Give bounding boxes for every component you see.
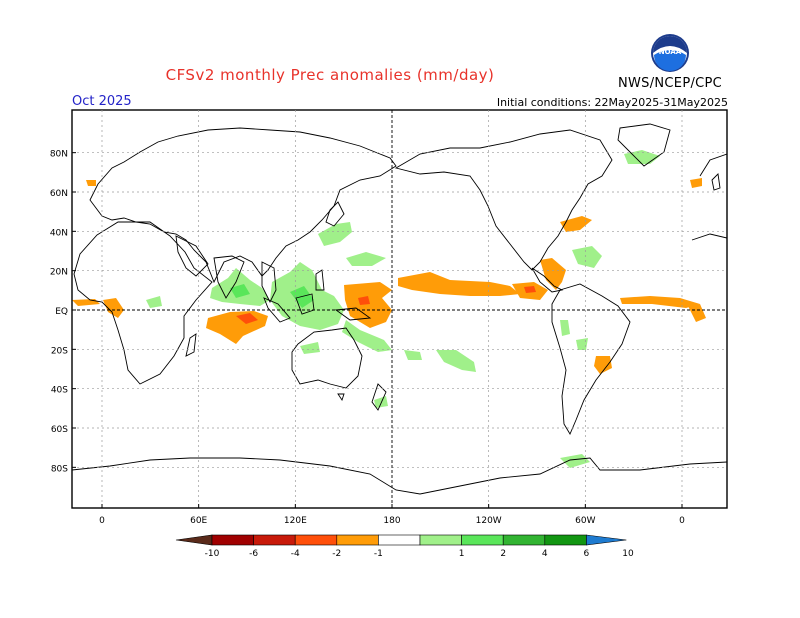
coast-eurasia: [89, 127, 397, 284]
coastlines: [72, 123, 727, 495]
coast-africa: [73, 221, 213, 385]
coast-greenland: [617, 123, 671, 167]
noaa-logo-icon: NOAA: [651, 34, 689, 72]
anomaly-areas: [72, 150, 706, 468]
legend-swatch: [175, 534, 213, 546]
anomaly-wet-south-america: [560, 320, 570, 336]
lon-label: 180: [383, 516, 400, 526]
lon-label: 120E: [284, 516, 307, 526]
anomaly-wet-australia-north: [342, 320, 392, 352]
gridlines: [72, 110, 727, 508]
anomaly-wet-pacific-south: [436, 350, 476, 372]
anomaly-wet-indian-south-2: [374, 396, 388, 408]
lon-label: 120W: [476, 516, 502, 526]
legend-label: 4: [542, 549, 548, 559]
latitude-labels: 80N 60N 40N 20N EQ 20S 40S 60S 80S: [50, 150, 76, 474]
legend-swatch: [253, 534, 296, 546]
lat-label: 80N: [50, 150, 68, 160]
anomaly-dry-west-africa: [103, 298, 124, 318]
coast-europe-east: [699, 153, 727, 177]
coast-north-america: [394, 129, 613, 271]
lat-label: 20N: [50, 268, 68, 278]
anomaly-wet-indian-core: [230, 284, 250, 298]
anomaly-wet-indian-south: [300, 342, 320, 354]
coast-arabia: [175, 235, 209, 277]
legend-swatch: [211, 534, 254, 546]
anomaly-wet-southern-ocean: [560, 454, 590, 468]
anomaly-dry-atlantic-north: [690, 178, 702, 188]
coast-philippines: [315, 269, 325, 291]
lat-label: 20S: [51, 346, 68, 356]
legend-swatch: [378, 534, 421, 546]
anomaly-dry-caribbean: [540, 258, 566, 290]
anomaly-dry-indian-core: [236, 313, 258, 324]
coast-antarctica: [72, 457, 727, 495]
lon-label: 60E: [190, 516, 207, 526]
lat-label: 60N: [50, 189, 68, 199]
legend-swatch: [419, 534, 462, 546]
legend-label: 6: [584, 549, 590, 559]
legend-swatch: [502, 534, 546, 546]
coast-india: [213, 255, 245, 299]
lat-label: 60S: [51, 425, 68, 435]
legend-label: -1: [374, 549, 383, 559]
map-frame: [71, 109, 728, 509]
lat-label: EQ: [55, 307, 68, 317]
anomaly-wet-atlantic-trop: [572, 246, 602, 268]
coast-japan: [325, 201, 345, 227]
valid-month-label: Oct 2025: [72, 94, 132, 109]
coast-new-guinea: [334, 307, 372, 321]
coast-se-asia: [261, 261, 277, 304]
anomaly-dry-africa-west: [688, 304, 706, 322]
coast-uk: [711, 173, 721, 191]
anomaly-wet-atlantic-west: [624, 150, 660, 164]
anomaly-dry-pacific-east-core: [524, 286, 536, 293]
coast-central-america: [531, 267, 564, 293]
anomaly-dry-south-america: [594, 356, 612, 374]
lon-label: 0: [99, 516, 105, 526]
coast-sumatra: [263, 297, 291, 323]
anomaly-dry-asia-north: [86, 180, 96, 186]
anomaly-wet-pacific-sw: [404, 350, 422, 360]
lon-label: 60W: [575, 516, 595, 526]
coast-south-america: [551, 283, 631, 435]
agency-label: NWS/NCEP/CPC: [618, 76, 723, 91]
legend-label: -4: [291, 549, 300, 559]
legend-label: -6: [249, 549, 258, 559]
legend-label: 10: [622, 549, 634, 559]
anomaly-dry-atlantic-band: [620, 296, 700, 308]
legend-swatch: [336, 534, 379, 546]
anomaly-wet-china: [318, 222, 352, 246]
lon-label: 0: [679, 516, 685, 526]
longitude-labels: 0 60E 120E 180 120W 60W 0: [99, 504, 685, 526]
coast-australia: [291, 327, 363, 389]
lat-label: 80S: [51, 464, 68, 474]
coast-new-zealand: [371, 383, 387, 411]
legend-label: -2: [332, 549, 341, 559]
logo-text: NOAA: [659, 48, 682, 56]
legend-swatch: [294, 534, 338, 546]
legend-label: -10: [205, 549, 220, 559]
map-title: CFSv2 monthly Prec anomalies (mm/day): [165, 66, 495, 84]
coast-africa-east: [691, 233, 727, 241]
legend-swatch: [586, 534, 627, 546]
anomaly-wet-africa-trop: [146, 296, 162, 308]
lat-label: 40S: [51, 386, 68, 396]
anomaly-dry-atlantic-northwest: [560, 216, 592, 232]
legend-label: 2: [500, 549, 506, 559]
coast-tasmania: [337, 393, 345, 402]
coast-madagascar: [185, 333, 197, 357]
lat-label: 40N: [50, 228, 68, 238]
anomaly-wet-pacific-north: [346, 252, 386, 266]
anomaly-dry-pacific-west: [344, 282, 392, 328]
initial-conditions-label: Initial conditions: 22May2025-31May2025: [496, 96, 728, 109]
anomaly-dry-pacific-band: [398, 272, 520, 296]
anomaly-dry-pacific-core: [358, 296, 370, 305]
legend-swatch: [544, 534, 587, 546]
anomaly-wet-maritime-core: [290, 286, 314, 308]
legend-swatch: [461, 534, 504, 546]
legend-label: 1: [459, 549, 465, 559]
